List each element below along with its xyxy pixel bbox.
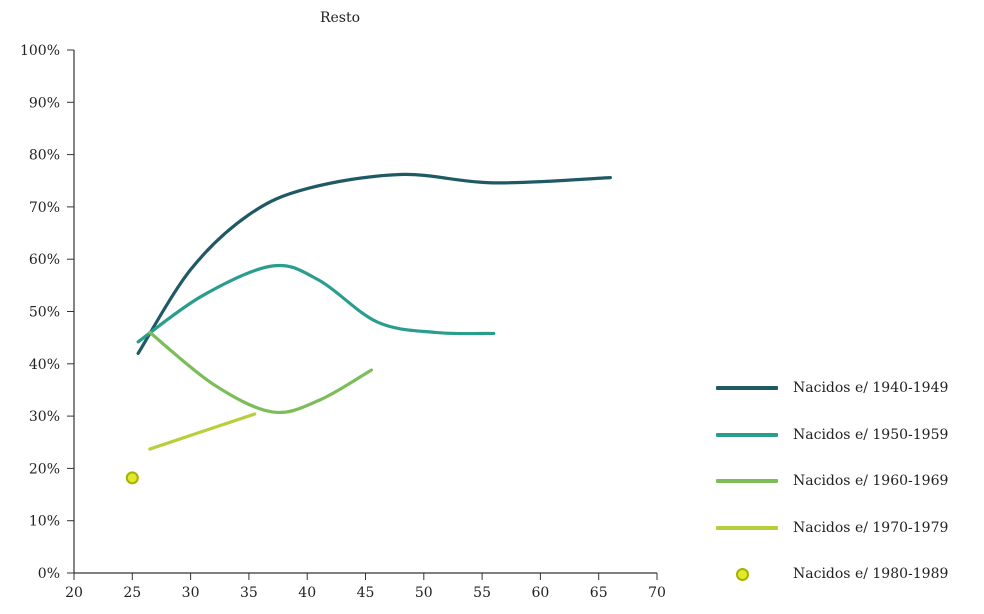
y-tick-label: 100% [20,43,60,59]
y-tick-label: 90% [29,95,60,111]
y-tick-label: 30% [29,409,60,425]
legend-item: Nacidos e/ 1980-1989 [716,554,978,594]
series-1970-1979-line [148,412,257,451]
x-tick-label: 30 [182,585,200,601]
y-tick-label: 50% [29,305,60,321]
y-tick-label: 0% [38,566,60,582]
legend-label: Nacidos e/ 1980-1989 [793,566,949,582]
x-tick-label: 65 [590,585,608,601]
legend-item: Nacidos e/ 1950-1959 [716,415,978,455]
legend-line-marker [716,479,778,483]
legend: Nacidos e/ 1940-1949 Nacidos e/ 1950-1959… [716,368,978,601]
series-1940-1949-line [136,172,612,355]
legend-label: Nacidos e/ 1970-1979 [793,519,949,536]
x-tick-label: 25 [123,585,141,601]
x-tick-label: 70 [648,585,666,601]
legend-line-marker [716,432,778,437]
chart-title: Resto [320,10,360,26]
series-group [125,172,612,485]
legend-swatch [716,368,778,408]
y-tick-label: 20% [29,461,60,477]
legend-swatch [716,461,778,501]
legend-line-marker [716,525,778,530]
x-tick-label: 20 [65,585,83,601]
legend-item: Nacidos e/ 1970-1979 [716,508,978,548]
legend-item: Nacidos e/ 1940-1949 [716,368,978,408]
series-1950-1959-line [136,263,496,344]
series-1980-1989-point [125,471,139,485]
legend-swatch [716,554,778,594]
axes: 0% 10% 20% 30% 40% 50% 60% 70% 80% 90% 100% 20 25 30 3… [20,43,666,601]
legend-label: Nacidos e/ 1940-1949 [793,380,949,396]
y-tick-label: 40% [29,357,60,373]
y-tick-label: 80% [29,148,60,164]
x-tick-label: 60 [531,585,549,601]
y-tick-label: 60% [29,252,60,268]
legend-line-marker [716,386,778,390]
x-tick-label: 35 [240,585,258,601]
legend-label: Nacidos e/ 1950-1959 [793,426,949,443]
x-tick-label: 50 [415,585,433,601]
x-tick-label: 40 [298,585,316,601]
legend-label: Nacidos e/ 1960-1969 [793,473,949,489]
y-tick-label: 70% [29,200,60,216]
y-tick-label: 10% [29,514,60,530]
legend-point-marker [736,568,749,581]
legend-swatch [716,415,778,455]
legend-item: Nacidos e/ 1960-1969 [716,461,978,501]
x-tick-label: 45 [357,585,375,601]
legend-swatch [716,508,778,548]
series-1960-1969-line [148,330,373,415]
x-tick-label: 55 [473,585,491,601]
